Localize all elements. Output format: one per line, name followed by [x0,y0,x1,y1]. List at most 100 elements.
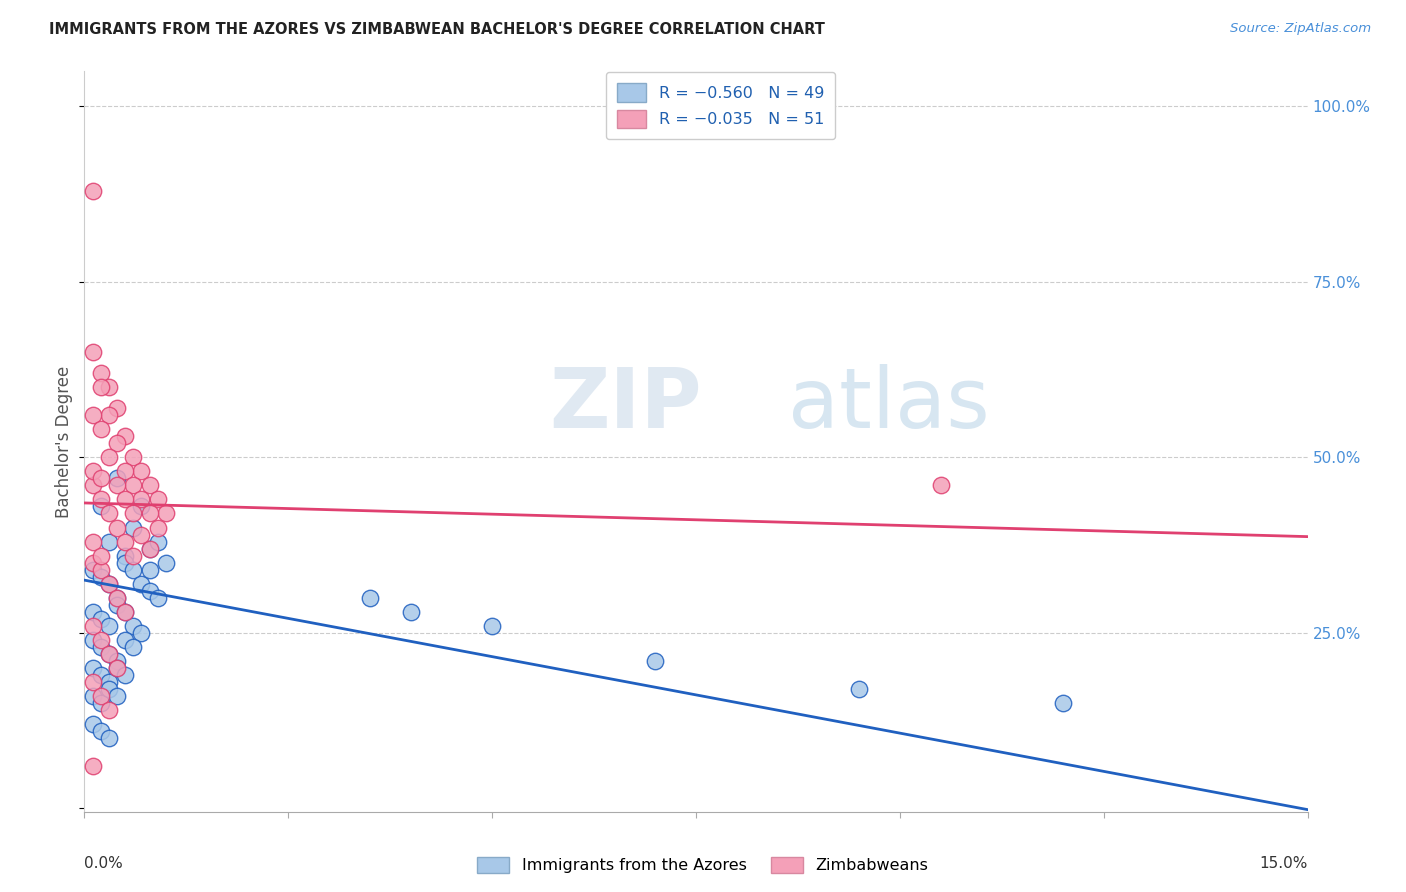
Point [97,450,120,465]
Point [359,591,381,605]
Point [114,464,136,478]
Point [82,184,104,198]
Point [105,520,128,534]
Point [481,619,503,633]
Point [114,549,136,563]
Point [1052,696,1074,710]
Point [644,654,666,668]
Point [97,647,120,661]
Point [90,471,112,485]
Point [114,632,136,647]
Legend: R = −0.560   N = 49, R = −0.035   N = 51: R = −0.560 N = 49, R = −0.035 N = 51 [606,72,835,139]
Point [82,464,104,478]
Point [82,619,104,633]
Point [82,408,104,422]
Point [82,689,104,703]
Text: Source: ZipAtlas.com: Source: ZipAtlas.com [1230,22,1371,36]
Point [131,527,153,541]
Point [399,605,422,619]
Point [122,478,145,492]
Point [82,632,104,647]
Point [122,450,145,465]
Point [929,478,952,492]
Point [105,591,128,605]
Point [105,401,128,416]
Point [131,500,153,514]
Point [90,569,112,583]
Point [82,563,104,577]
Point [114,556,136,570]
Point [82,605,104,619]
Point [122,619,145,633]
Point [82,661,104,675]
Y-axis label: Bachelor's Degree: Bachelor's Degree [55,366,73,517]
Point [122,563,145,577]
Point [105,689,128,703]
Point [90,668,112,682]
Point [122,640,145,654]
Point [82,345,104,359]
Point [138,541,160,556]
Text: ZIP: ZIP [550,364,702,445]
Point [131,464,153,478]
Point [97,647,120,661]
Point [97,507,120,521]
Point [131,492,153,507]
Point [122,549,145,563]
Legend: Immigrants from the Azores, Zimbabweans: Immigrants from the Azores, Zimbabweans [471,850,935,880]
Point [146,520,169,534]
Point [90,549,112,563]
Point [105,591,128,605]
Point [90,696,112,710]
Point [90,492,112,507]
Point [90,640,112,654]
Point [105,436,128,450]
Point [82,478,104,492]
Point [97,681,120,696]
Point [114,429,136,443]
Point [138,583,160,598]
Point [90,612,112,626]
Point [90,563,112,577]
Point [97,576,120,591]
Point [82,674,104,689]
Point [90,689,112,703]
Point [138,507,160,521]
Point [114,605,136,619]
Point [105,661,128,675]
Point [138,563,160,577]
Point [114,605,136,619]
Point [146,534,169,549]
Point [122,507,145,521]
Point [82,534,104,549]
Point [97,674,120,689]
Point [97,576,120,591]
Text: atlas: atlas [787,364,990,445]
Point [90,724,112,739]
Point [97,619,120,633]
Point [138,478,160,492]
Point [131,576,153,591]
Point [114,492,136,507]
Text: 0.0%: 0.0% [84,856,124,871]
Point [105,654,128,668]
Point [105,598,128,612]
Point [105,471,128,485]
Point [90,380,112,394]
Point [114,668,136,682]
Point [97,731,120,745]
Point [155,507,177,521]
Point [90,422,112,436]
Point [146,591,169,605]
Point [105,661,128,675]
Point [97,408,120,422]
Point [82,556,104,570]
Point [90,632,112,647]
Text: 15.0%: 15.0% [1260,856,1308,871]
Point [105,478,128,492]
Text: IMMIGRANTS FROM THE AZORES VS ZIMBABWEAN BACHELOR'S DEGREE CORRELATION CHART: IMMIGRANTS FROM THE AZORES VS ZIMBABWEAN… [49,22,825,37]
Point [848,681,870,696]
Point [138,541,160,556]
Point [82,759,104,773]
Point [97,380,120,394]
